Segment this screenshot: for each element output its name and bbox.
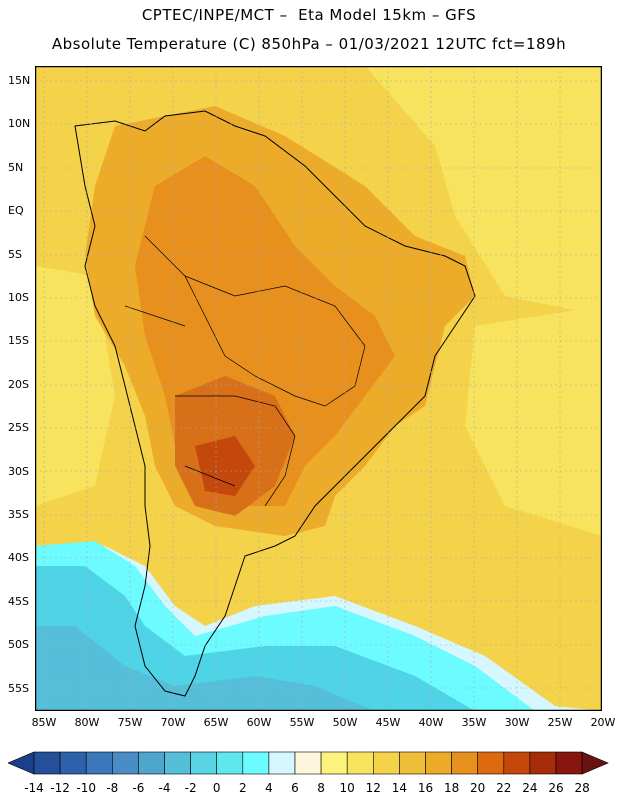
- colorbar-tick-label: 2: [238, 781, 247, 795]
- lat-tick-label: 15N: [8, 74, 31, 87]
- colorbar-tick-label: 28: [574, 781, 590, 795]
- colorbar-swatch: [555, 751, 583, 775]
- colorbar-swatch: [164, 751, 191, 775]
- field-mild-atlantic: [365, 66, 602, 316]
- colorbar-swatch: [85, 751, 113, 775]
- temperature-map: [35, 66, 602, 711]
- field-colder: [35, 626, 375, 711]
- map-frame: [35, 66, 602, 711]
- lat-tick-label: 20S: [8, 377, 29, 391]
- lon-tick-label: 80W: [74, 716, 100, 729]
- colorbar-tick-label: -8: [106, 781, 119, 795]
- colorbar-swatch: [399, 751, 426, 775]
- colorbar-tick-label: -14: [24, 781, 44, 795]
- colorbar-tick-label: 4: [265, 781, 273, 795]
- colorbar-tick-label: 0: [212, 781, 221, 795]
- colorbar-swatch: [59, 751, 87, 775]
- colorbar-tick-label: 16: [417, 781, 434, 795]
- map-panel: [35, 66, 602, 711]
- colorbar-tick-label: -2: [184, 781, 197, 795]
- lat-tick-label: 30S: [8, 464, 29, 478]
- lat-tick-label: 5N: [8, 160, 24, 174]
- colorbar-swatch: [294, 751, 322, 775]
- country-borders: [184, 275, 366, 407]
- border-argentina: [234, 395, 296, 507]
- lon-tick-label: 70W: [160, 716, 186, 729]
- lon-tick-label: 65W: [203, 716, 229, 729]
- colorbar: [8, 751, 609, 775]
- colorbar-swatch: [268, 751, 296, 775]
- colorbar-swatch: [33, 751, 61, 775]
- field-mild-south-atlantic: [465, 306, 602, 536]
- colorbar-tick-label: -10: [76, 781, 96, 795]
- lon-tick-label: 60W: [246, 716, 272, 729]
- colorbar-swatch: [346, 751, 374, 775]
- lat-tick-label: 50S: [8, 638, 29, 652]
- lat-tick-label: 35S: [8, 508, 29, 521]
- lon-tick-label: 35W: [461, 716, 487, 729]
- lat-tick-label: 40S: [8, 551, 29, 565]
- colorbar-right-arrow: [581, 751, 609, 775]
- colorbar-tick-label: 6: [291, 781, 299, 795]
- colorbar-swatch: [190, 751, 218, 775]
- colorbar-tick-label: 18: [443, 781, 460, 795]
- colorbar-tick-label: -6: [132, 781, 145, 795]
- lon-tick-label: 20W: [590, 716, 616, 729]
- colorbar-swatch: [503, 751, 531, 775]
- colorbar-tick-label: 24: [522, 781, 538, 795]
- colorbar-swatch: [477, 751, 505, 775]
- colorbar-swatch: [425, 751, 452, 775]
- colorbar-tick-label: 10: [339, 781, 355, 795]
- colorbar-tick-label: 12: [365, 781, 381, 795]
- lon-tick-label: 40W: [418, 716, 444, 729]
- colorbar-swatch: [216, 751, 244, 775]
- lon-tick-label: 85W: [31, 716, 57, 729]
- colorbar-tick-label: 26: [548, 781, 564, 795]
- colorbar-swatch: [242, 751, 270, 775]
- colorbar-tick-label: 22: [496, 781, 512, 795]
- field-mild-pacific: [35, 266, 115, 506]
- field-hottest-spot: [195, 436, 255, 496]
- colorbar-swatch: [372, 751, 400, 775]
- lat-tick-label: EQ: [8, 204, 24, 218]
- colorbar-tick-label: 8: [317, 781, 325, 795]
- lon-tick-label: 25W: [547, 716, 573, 729]
- colorbar-tick-label: 20: [470, 781, 486, 795]
- lon-tick-label: 30W: [504, 716, 530, 729]
- coastline-south-america: [74, 110, 476, 697]
- lon-tick-label: 75W: [117, 716, 143, 729]
- lon-tick-label: 50W: [332, 716, 358, 729]
- colorbar-swatch: [138, 751, 165, 775]
- title-line-1: CPTEC/INPE/MCT – Eta Model 15km – GFS: [141, 6, 477, 24]
- lon-tick-label: 45W: [375, 716, 401, 729]
- lat-tick-label: 10S: [8, 291, 29, 304]
- border-lines: [124, 235, 236, 487]
- colorbar-swatch: [320, 751, 348, 775]
- lat-tick-label: 25S: [8, 421, 29, 435]
- lat-tick-label: 5S: [8, 247, 22, 261]
- colorbar-tick-label: 14: [391, 781, 408, 795]
- colorbar-tick-label: -4: [158, 781, 171, 795]
- lon-tick-label: 55W: [289, 716, 315, 729]
- lat-tick-label: 55S: [8, 681, 29, 695]
- lat-tick-label: 15S: [8, 334, 29, 348]
- colorbar-tick-label: -12: [50, 781, 70, 795]
- colorbar-swatch: [451, 751, 479, 775]
- colorbar-left-arrow: [8, 751, 35, 775]
- colorbar-swatch: [529, 751, 557, 775]
- colorbar-swatch: [112, 751, 139, 775]
- lat-tick-label: 45S: [8, 594, 29, 608]
- lat-tick-label: 10N: [8, 117, 31, 131]
- title-line-2: Absolute Temperature (C) 850hPa – 01/03/…: [51, 35, 567, 53]
